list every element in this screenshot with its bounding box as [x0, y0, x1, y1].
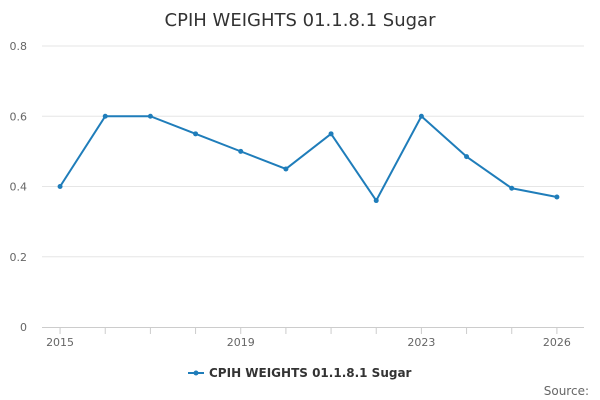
data-point[interactable] [193, 131, 199, 137]
data-point[interactable] [102, 113, 108, 119]
data-point[interactable] [509, 185, 515, 191]
y-axis: 0 0.2 0.4 0.6 0.8 [10, 40, 28, 334]
legend[interactable]: CPIH WEIGHTS 01.1.8.1 Sugar [188, 366, 412, 380]
data-point[interactable] [373, 198, 379, 204]
data-point[interactable] [418, 113, 424, 119]
series-group [57, 113, 560, 204]
y-tick-label: 0.8 [10, 40, 28, 53]
series-line [59, 115, 558, 202]
x-tick-label: 2019 [227, 336, 255, 349]
x-tick-label: 2026 [543, 336, 571, 349]
x-axis: 2015 2019 2023 2026 [42, 327, 584, 349]
source-label: Source: [544, 384, 589, 398]
y-tick-label: 0.4 [10, 181, 28, 194]
x-tick-label: 2023 [407, 336, 435, 349]
chart-title: CPIH WEIGHTS 01.1.8.1 Sugar [165, 10, 437, 31]
x-tick-label: 2015 [46, 336, 74, 349]
data-point[interactable] [283, 166, 289, 172]
y-tick-label: 0 [20, 321, 27, 334]
data-point[interactable] [238, 148, 244, 154]
legend-label: CPIH WEIGHTS 01.1.8.1 Sugar [209, 366, 412, 380]
y-tick-label: 0.6 [10, 110, 28, 123]
data-point[interactable] [464, 154, 470, 160]
data-point[interactable] [328, 131, 334, 137]
grid-lines [42, 45, 584, 258]
data-point[interactable] [147, 113, 153, 119]
data-point[interactable] [554, 194, 560, 200]
legend-marker [193, 370, 199, 376]
data-point[interactable] [57, 184, 63, 189]
y-tick-label: 0.2 [10, 251, 28, 264]
